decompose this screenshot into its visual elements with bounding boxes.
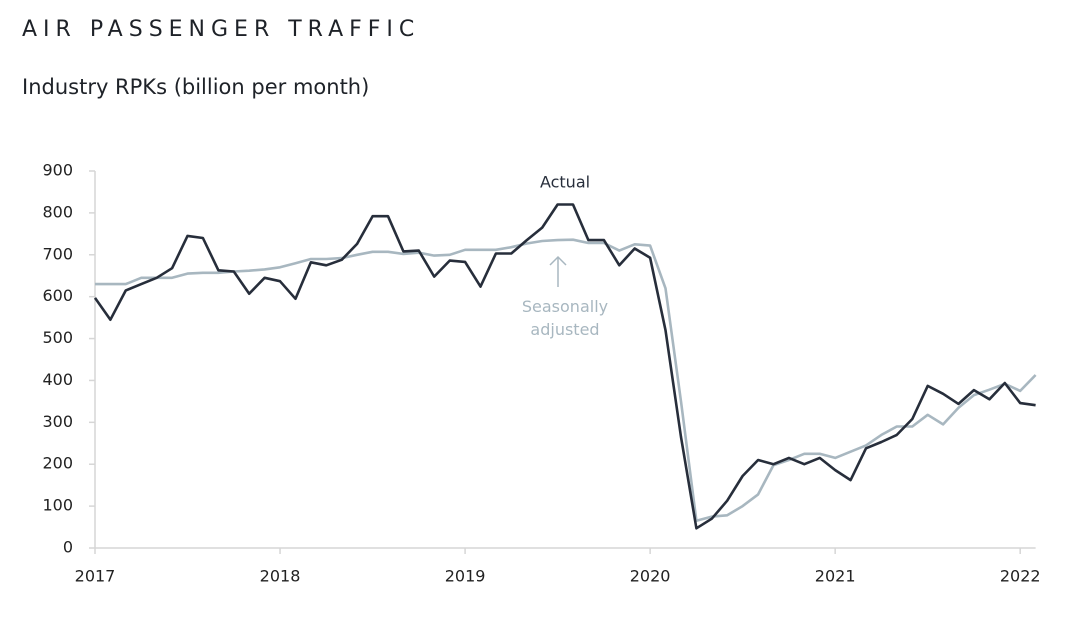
- x-tick-label: 2021: [815, 567, 856, 586]
- x-tick-label: 2019: [445, 567, 486, 586]
- series-line: [95, 238, 1037, 523]
- y-tick-label: 500: [42, 328, 73, 347]
- y-tick-label: 900: [42, 161, 73, 180]
- y-tick-label: 600: [42, 286, 73, 305]
- annotation-arrowhead: [549, 255, 567, 266]
- y-tick-label: 0: [63, 538, 73, 557]
- y-tick-label: 200: [42, 454, 73, 473]
- x-tick-label: 2017: [75, 567, 116, 586]
- series-line: [93, 203, 1036, 530]
- chart-subtitle: Industry RPKs (billion per month): [22, 75, 369, 99]
- x-tick-label: 2022: [1000, 567, 1041, 586]
- chart-title: AIR PASSENGER TRAFFIC: [22, 17, 420, 42]
- x-tick-label: 2020: [630, 567, 671, 586]
- y-tick-label: 400: [42, 370, 73, 389]
- y-tick-label: 100: [42, 496, 73, 515]
- annotation-seasonal-box: Seasonally adjusted: [521, 297, 609, 339]
- y-tick-label: 800: [42, 202, 73, 221]
- y-tick-label: 700: [42, 244, 73, 263]
- annotation-seasonal: Seasonally adjusted: [521, 297, 609, 339]
- y-tick-label: 300: [42, 412, 73, 431]
- annotation-actual: Actual: [540, 173, 590, 192]
- x-tick-label: 2018: [260, 567, 301, 586]
